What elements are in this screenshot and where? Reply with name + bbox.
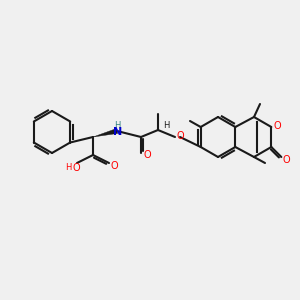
Polygon shape bbox=[93, 129, 118, 137]
Text: H: H bbox=[65, 164, 71, 172]
Text: H: H bbox=[163, 121, 169, 130]
Text: O: O bbox=[72, 163, 80, 173]
Text: O: O bbox=[143, 150, 151, 160]
Text: H: H bbox=[114, 121, 120, 130]
Text: O: O bbox=[110, 161, 118, 171]
Text: O: O bbox=[274, 121, 281, 131]
Text: O: O bbox=[283, 155, 290, 165]
Text: N: N bbox=[113, 127, 123, 137]
Text: O: O bbox=[176, 131, 184, 141]
